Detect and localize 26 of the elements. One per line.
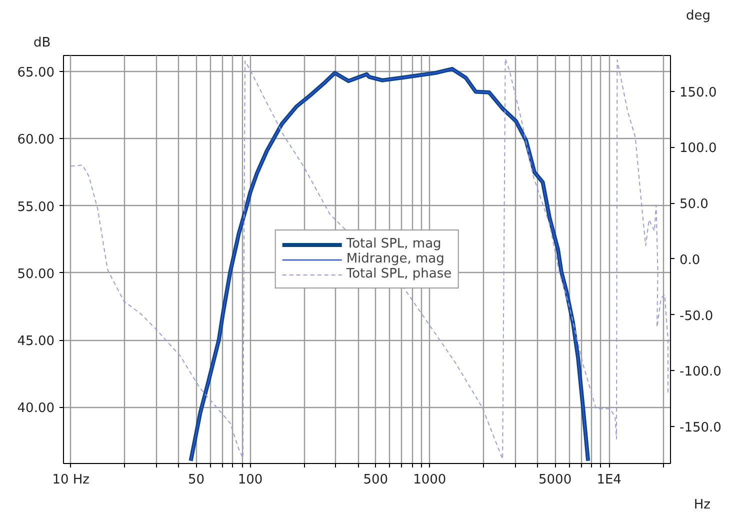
y-tick-label: 55.00: [17, 200, 54, 215]
y2-tick-label: -150.0: [680, 420, 722, 436]
y2-tick-label: -50.0: [680, 308, 714, 324]
y2-tick-label: 100.0: [680, 141, 717, 156]
y2-tick-label: 50.0: [680, 197, 708, 212]
y2-tick-label: 0.0: [680, 252, 700, 268]
y-axis-title: dB: [34, 36, 51, 50]
x-tick-label: 50: [188, 472, 205, 488]
y2-tick-label: 150.0: [680, 85, 717, 100]
y-tick-label: 65.00: [17, 66, 54, 81]
y-tick-label: 40.00: [17, 401, 54, 416]
x-tick-label: 1E4: [596, 472, 622, 488]
legend-label: Total SPL, mag: [346, 236, 442, 252]
y-tick-label: 45.00: [17, 334, 54, 350]
y2-tick-label: -100.0: [680, 364, 722, 380]
y-tick-label: 60.00: [17, 132, 54, 148]
x-tick-label: 10 Hz: [52, 472, 90, 488]
x-tick-label: 500: [363, 472, 388, 488]
legend-label: Total SPL, phase: [346, 266, 452, 282]
x-tick-label: 100: [238, 472, 263, 488]
y-tick-label: 50.00: [17, 266, 54, 282]
legend-label: Midrange, mag: [346, 252, 444, 266]
x-tick-label: 5000: [538, 472, 572, 488]
x-axis-title: Hz: [694, 498, 711, 512]
y2-axis-title: deg: [686, 8, 711, 24]
x-tick-label: 1000: [413, 472, 446, 488]
